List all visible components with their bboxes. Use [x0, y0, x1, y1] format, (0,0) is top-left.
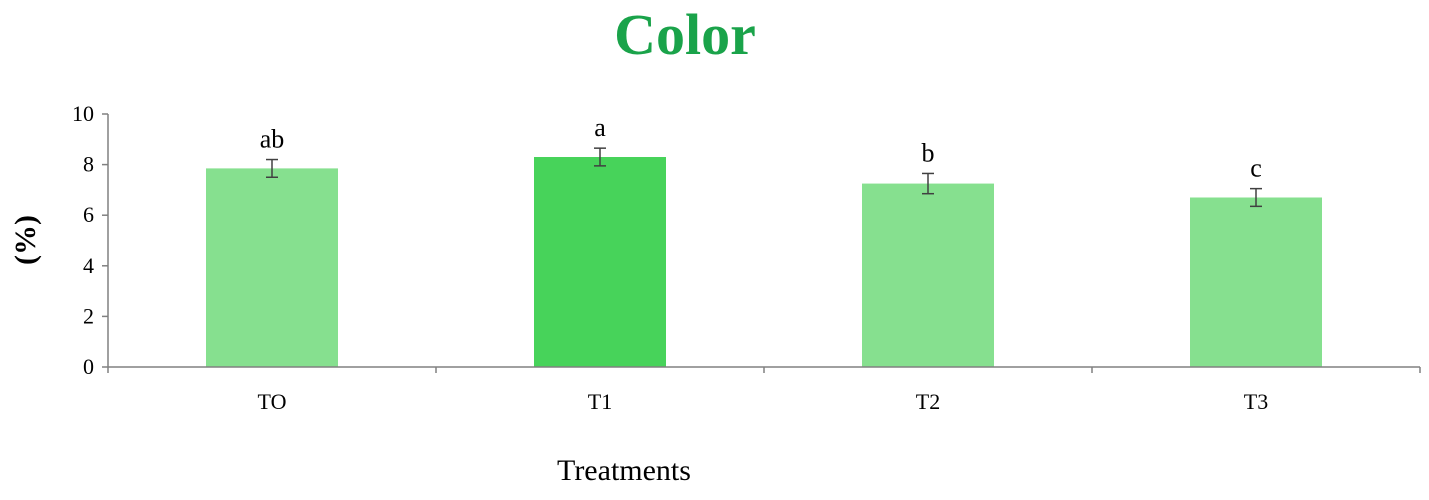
x-axis-ticks: TO T1 T2 T3 [258, 389, 1269, 414]
bars-group [206, 157, 1322, 367]
y-axis-title: (%) [9, 215, 42, 265]
y-tick-label: 2 [83, 303, 94, 328]
significance-label: c [1250, 154, 1262, 183]
y-axis-ticks: 0 2 4 6 8 10 [72, 101, 94, 379]
x-axis-title: Treatments [557, 454, 691, 487]
x-tick-label: TO [258, 389, 287, 414]
significance-labels: ab abc [260, 113, 1262, 182]
error-bars-group [266, 147, 1262, 208]
significance-label: b [922, 138, 935, 167]
bar-t2 [862, 183, 994, 367]
bar-to [206, 168, 338, 367]
significance-label: a [594, 113, 606, 142]
y-tick-label: 0 [83, 354, 94, 379]
y-tick-label: 10 [72, 101, 94, 126]
x-tick-label: T2 [916, 389, 940, 414]
y-tick-label: 8 [83, 152, 94, 177]
significance-label: ab [260, 125, 285, 154]
axes [102, 113, 1421, 373]
y-tick-label: 6 [83, 202, 94, 227]
chart-title: Color [614, 2, 756, 67]
bar-t1 [534, 157, 666, 367]
x-tick-label: T1 [588, 389, 612, 414]
y-tick-label: 4 [83, 253, 94, 278]
bar-t3 [1190, 197, 1322, 367]
x-tick-label: T3 [1244, 389, 1268, 414]
